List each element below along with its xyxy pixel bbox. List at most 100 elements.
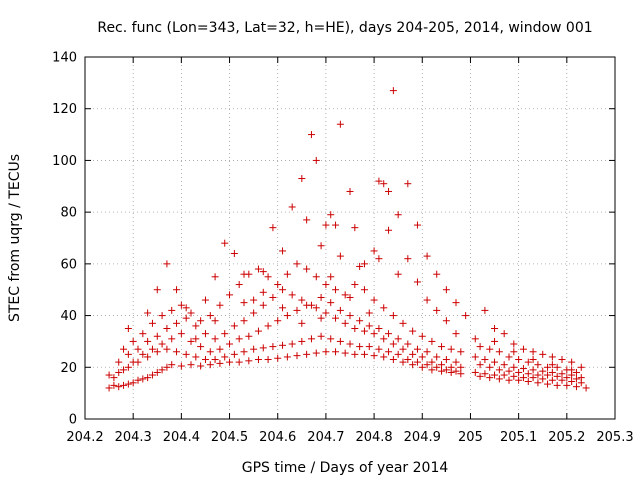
data-point (144, 353, 152, 361)
data-point (423, 252, 431, 260)
data-point (471, 368, 479, 376)
data-point (240, 299, 248, 307)
data-point (476, 372, 484, 380)
data-point (153, 286, 161, 294)
data-point (442, 286, 450, 294)
data-point (370, 247, 378, 255)
data-point (279, 247, 287, 255)
data-point (452, 358, 460, 366)
data-point (322, 281, 330, 289)
chart-title: Rec. func (Lon=343, Lat=32, h=HE), days … (97, 20, 592, 36)
data-point (110, 381, 118, 389)
data-point (510, 372, 518, 380)
data-point (360, 350, 368, 358)
data-point (269, 224, 277, 232)
data-point (510, 348, 518, 356)
data-point (360, 327, 368, 335)
data-point (293, 306, 301, 314)
data-point (442, 366, 450, 374)
data-point (245, 357, 253, 365)
data-point (173, 286, 181, 294)
data-point (163, 345, 171, 353)
data-point (495, 348, 503, 356)
data-point (515, 368, 523, 376)
data-point (312, 156, 320, 164)
x-tick-label: 204.7 (307, 430, 344, 445)
data-point (336, 120, 344, 128)
data-point (303, 350, 311, 358)
data-point (120, 345, 128, 353)
x-tick-label: 204.9 (404, 430, 441, 445)
data-point (481, 370, 489, 378)
data-point (558, 370, 566, 378)
data-point (254, 356, 262, 364)
data-point (312, 349, 320, 357)
data-point (404, 340, 412, 348)
x-tick-label: 205.3 (596, 430, 633, 445)
data-point (336, 306, 344, 314)
data-point (110, 374, 118, 382)
data-point (259, 288, 267, 296)
data-point (235, 281, 243, 289)
data-point (548, 353, 556, 361)
data-point (418, 353, 426, 361)
data-point (519, 374, 527, 382)
data-point (283, 353, 291, 361)
data-point (216, 359, 224, 367)
data-point (346, 312, 354, 320)
data-point (158, 340, 166, 348)
data-point (115, 358, 123, 366)
data-point (230, 250, 238, 258)
data-point (370, 330, 378, 338)
data-point (182, 350, 190, 358)
data-point (568, 378, 576, 386)
data-point (360, 260, 368, 268)
data-point (389, 312, 397, 320)
data-point (254, 327, 262, 335)
data-point (226, 291, 234, 299)
data-point (548, 361, 556, 369)
data-point (423, 348, 431, 356)
data-point (442, 356, 450, 364)
data-point (495, 366, 503, 374)
data-point (380, 353, 388, 361)
data-point (240, 317, 248, 325)
data-point (438, 367, 446, 375)
data-point (510, 363, 518, 371)
data-point (163, 363, 171, 371)
data-point (216, 345, 224, 353)
data-point (476, 343, 484, 351)
data-point (495, 375, 503, 383)
x-tick-label: 205 (458, 430, 483, 445)
data-point (572, 383, 580, 391)
data-point (544, 380, 552, 388)
data-point (519, 365, 527, 373)
data-point (385, 226, 393, 234)
data-point (293, 352, 301, 360)
data-point (428, 358, 436, 366)
data-point (158, 312, 166, 320)
data-point (447, 345, 455, 353)
data-point (452, 299, 460, 307)
data-point (433, 353, 441, 361)
data-point (577, 363, 585, 371)
data-point (153, 332, 161, 340)
data-point (206, 348, 214, 356)
data-point (144, 309, 152, 317)
data-point (115, 368, 123, 376)
x-axis-label: GPS time / Days of year 2014 (242, 460, 449, 476)
data-point (124, 325, 132, 332)
data-point (505, 367, 513, 375)
data-point (486, 345, 494, 353)
data-point (226, 358, 234, 366)
data-point (221, 353, 229, 361)
data-point (211, 335, 219, 343)
data-point (327, 335, 335, 343)
data-point (283, 270, 291, 278)
data-point (505, 353, 513, 361)
data-point (553, 372, 561, 380)
data-point (577, 374, 585, 382)
data-point (153, 348, 161, 356)
data-point (476, 361, 484, 369)
